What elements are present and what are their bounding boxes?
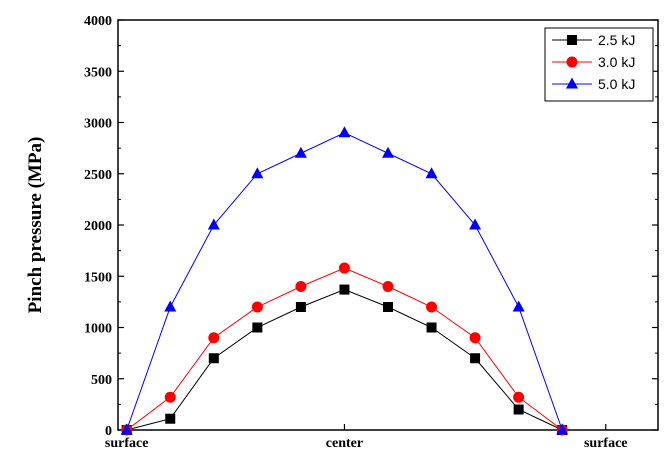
- y-axis: 0 500 1000 1500 2000 2500 3000 3500 4000: [84, 14, 658, 439]
- x-tick-label: surface: [105, 436, 149, 451]
- x-tick-label: surface: [584, 436, 628, 451]
- data-point: [512, 300, 525, 312]
- y-tick-label: 3500: [84, 65, 112, 80]
- data-point: [338, 126, 351, 138]
- data-point: [338, 262, 350, 274]
- data-point: [469, 218, 482, 230]
- legend-marker: [567, 35, 577, 45]
- y-tick-label: 1000: [84, 322, 112, 337]
- data-point: [556, 423, 569, 435]
- data-point: [426, 301, 438, 313]
- data-point: [251, 301, 263, 313]
- y-tick-label: 1500: [84, 270, 112, 285]
- legend-marker: [566, 56, 578, 68]
- data-point: [208, 353, 219, 364]
- data-point: [339, 284, 350, 295]
- series-layer: [120, 126, 569, 436]
- y-tick-label: 4000: [84, 14, 112, 29]
- data-point: [513, 391, 525, 403]
- series-5-0-kj: [120, 126, 569, 435]
- data-point: [469, 332, 481, 344]
- data-point: [383, 302, 393, 312]
- legend-label: 2.5 kJ: [598, 32, 635, 48]
- data-point: [251, 167, 264, 179]
- y-tick-label: 3000: [84, 117, 112, 132]
- y-axis-title: Pinch pressure (MPa): [25, 137, 46, 314]
- data-point: [470, 353, 481, 364]
- data-point: [294, 146, 307, 158]
- legend: 2.5 kJ 3.0 kJ 5.0 kJ: [544, 27, 654, 102]
- y-tick-label: 2000: [84, 219, 112, 234]
- data-point: [208, 332, 220, 344]
- y-tick-label: 0: [105, 424, 112, 439]
- data-point: [207, 218, 220, 230]
- data-point: [120, 423, 133, 435]
- y-tick-label: 500: [91, 373, 112, 388]
- data-point: [165, 413, 176, 424]
- series-2-5-kj: [121, 284, 568, 435]
- series-line: [126, 289, 563, 431]
- data-point: [425, 167, 438, 179]
- data-point: [252, 322, 263, 333]
- data-point: [295, 302, 306, 312]
- data-point: [513, 404, 524, 415]
- data-point: [426, 322, 437, 333]
- x-tick-label: center: [326, 436, 363, 451]
- data-point: [295, 281, 307, 292]
- data-point: [382, 146, 394, 158]
- series-3-0-kj: [121, 262, 568, 436]
- series-line: [126, 132, 563, 431]
- y-tick-label: 2500: [84, 168, 112, 183]
- legend-label: 5.0 kJ: [598, 76, 635, 92]
- data-point: [164, 391, 176, 403]
- data-point: [382, 281, 394, 292]
- legend-label: 3.0 kJ: [598, 54, 635, 70]
- data-point: [164, 300, 177, 312]
- x-axis: surface center surface: [105, 424, 628, 451]
- legend-marker: [566, 77, 578, 89]
